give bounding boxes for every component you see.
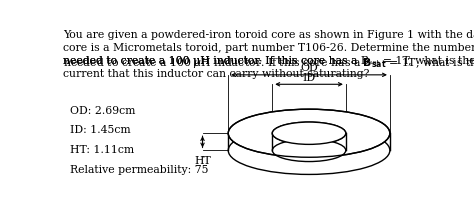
Text: HT: HT: [194, 156, 211, 166]
Text: You are given a powdered-iron toroid core as shown in Figure 1 with the data giv: You are given a powdered-iron toroid cor…: [63, 30, 474, 40]
Text: OD: 2.69cm: OD: 2.69cm: [70, 106, 136, 116]
Text: OD: OD: [300, 63, 318, 73]
Text: ID: 1.45cm: ID: 1.45cm: [70, 126, 131, 136]
Ellipse shape: [272, 122, 346, 144]
Text: needed to create a 100 $\mu$H inductor. If this core has a $\mathbf{B_{sat}}$ = : needed to create a 100 $\mu$H inductor. …: [63, 56, 474, 70]
Ellipse shape: [272, 122, 346, 144]
Ellipse shape: [272, 139, 346, 161]
Text: HT: 1.11cm: HT: 1.11cm: [70, 145, 135, 155]
Text: core is a Micrometals toroid, part number T106-26. Determine the number of turns: core is a Micrometals toroid, part numbe…: [63, 43, 474, 53]
Text: needed to create a 100 μH inductor. If this core has a: needed to create a 100 μH inductor. If t…: [63, 56, 361, 66]
Ellipse shape: [228, 126, 390, 174]
Text: ID: ID: [302, 72, 316, 83]
Text: needed to create a 100 μH inductor. If this core has a Bₛₐₜ = 1T, what is the ma: needed to create a 100 μH inductor. If t…: [63, 56, 474, 66]
Text: Relative permeability: 75: Relative permeability: 75: [70, 165, 209, 175]
Ellipse shape: [228, 109, 390, 157]
Text: current that this inductor can carry without saturating?: current that this inductor can carry wit…: [63, 69, 369, 79]
